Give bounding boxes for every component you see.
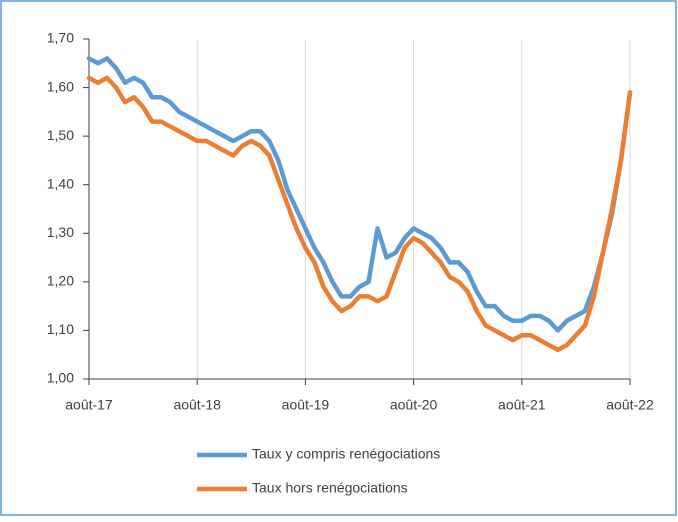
- series-line: [86, 56, 633, 333]
- legend-label: Taux y compris renégociations: [252, 446, 440, 462]
- legend-label: Taux hors renégociations: [252, 480, 408, 496]
- y-tick-label: 1,60: [47, 78, 74, 94]
- y-tick-label: 1,10: [47, 321, 74, 337]
- x-tick-label: août-21: [498, 397, 546, 413]
- y-tick-label: 1,50: [47, 127, 74, 143]
- y-tick-label: 1,70: [47, 30, 74, 46]
- x-tick-label: août-18: [173, 397, 221, 413]
- series-line: [86, 75, 633, 353]
- x-tick-label: août-22: [606, 397, 654, 413]
- x-tick-label: août-17: [65, 397, 113, 413]
- y-tick-label: 1,30: [47, 224, 74, 240]
- y-tick-label: 1,40: [47, 175, 74, 191]
- y-tick-label: 1,00: [47, 370, 74, 386]
- x-tick-label: août-20: [390, 397, 438, 413]
- x-tick-label: août-19: [282, 397, 330, 413]
- y-tick-label: 1,20: [47, 273, 74, 289]
